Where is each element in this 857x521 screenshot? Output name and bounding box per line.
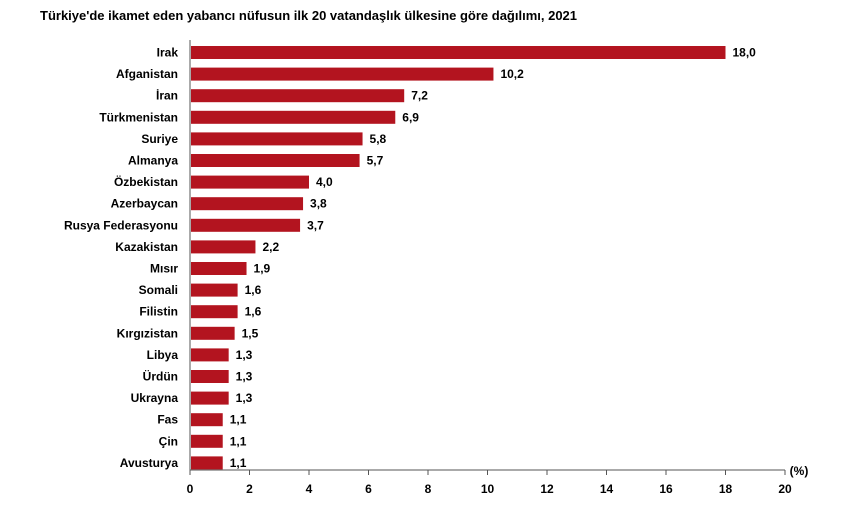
bar xyxy=(191,240,256,254)
bar xyxy=(191,305,238,319)
category-label: Fas xyxy=(157,413,178,427)
bar xyxy=(191,283,238,297)
x-tick-label: 6 xyxy=(365,482,372,496)
category-label: Çin xyxy=(159,434,178,448)
category-label: Filistin xyxy=(139,305,178,319)
x-tick-label: 12 xyxy=(540,482,554,496)
category-label: Almanya xyxy=(128,154,178,168)
value-label: 1,1 xyxy=(230,456,247,470)
category-label: Kırgızistan xyxy=(117,326,178,340)
value-label: 1,3 xyxy=(236,370,253,384)
category-label: İran xyxy=(156,88,178,103)
category-label: Özbekistan xyxy=(114,174,178,189)
bar xyxy=(191,154,360,167)
category-label: Suriye xyxy=(141,132,178,146)
category-label: Türkmenistan xyxy=(99,110,178,124)
category-label: Avusturya xyxy=(120,456,179,470)
x-tick-label: 18 xyxy=(719,482,733,496)
category-label: Rusya Federasyonu xyxy=(64,218,178,232)
category-label: Libya xyxy=(147,348,179,362)
value-label: 3,7 xyxy=(307,218,324,232)
x-axis-label: (%) xyxy=(790,464,809,478)
category-label: Somali xyxy=(139,283,178,297)
x-tick-label: 4 xyxy=(306,482,313,496)
value-label: 1,3 xyxy=(236,348,253,362)
category-label: Irak xyxy=(157,46,179,60)
bar xyxy=(191,326,235,340)
value-label: 5,7 xyxy=(367,154,384,168)
bar xyxy=(191,175,309,189)
value-label: 5,8 xyxy=(370,132,387,146)
value-label: 1,1 xyxy=(230,413,247,427)
value-label: 6,9 xyxy=(402,110,419,124)
value-label: 1,1 xyxy=(230,434,247,448)
chart-title: Türkiye'de ikamet eden yabancı nüfusun i… xyxy=(40,8,578,23)
bar xyxy=(191,370,229,383)
bar xyxy=(191,46,726,59)
value-label: 7,2 xyxy=(411,89,428,103)
value-label: 3,8 xyxy=(310,197,327,211)
value-label: 1,6 xyxy=(245,305,262,319)
bar xyxy=(191,197,304,211)
bar xyxy=(191,391,229,405)
value-label: 2,2 xyxy=(262,240,279,254)
category-label: Azerbaycan xyxy=(111,197,178,211)
x-tick-label: 2 xyxy=(246,482,253,496)
bar xyxy=(191,110,396,124)
bar xyxy=(191,262,247,275)
value-label: 1,5 xyxy=(242,326,259,340)
bar xyxy=(191,132,363,146)
bar xyxy=(191,456,223,470)
x-tick-label: 16 xyxy=(659,482,673,496)
x-tick-label: 0 xyxy=(187,482,194,496)
value-label: 10,2 xyxy=(500,67,524,81)
bar xyxy=(191,348,229,362)
category-label: Mısır xyxy=(150,262,178,276)
x-tick-label: 10 xyxy=(481,482,495,496)
value-label: 4,0 xyxy=(316,175,333,189)
bar xyxy=(191,434,223,448)
value-label: 1,3 xyxy=(236,391,253,405)
category-label: Ürdün xyxy=(143,369,178,384)
value-label: 18,0 xyxy=(733,46,757,60)
bar xyxy=(191,67,494,81)
category-label: Ukrayna xyxy=(131,391,179,405)
value-label: 1,9 xyxy=(254,262,271,276)
bar xyxy=(191,218,301,232)
category-label: Afganistan xyxy=(116,67,178,81)
bar xyxy=(191,89,405,103)
x-tick-label: 14 xyxy=(600,482,614,496)
value-label: 1,6 xyxy=(245,283,262,297)
x-tick-label: 20 xyxy=(778,482,792,496)
category-label: Kazakistan xyxy=(115,240,178,254)
x-tick-label: 8 xyxy=(425,482,432,496)
bar xyxy=(191,413,223,427)
